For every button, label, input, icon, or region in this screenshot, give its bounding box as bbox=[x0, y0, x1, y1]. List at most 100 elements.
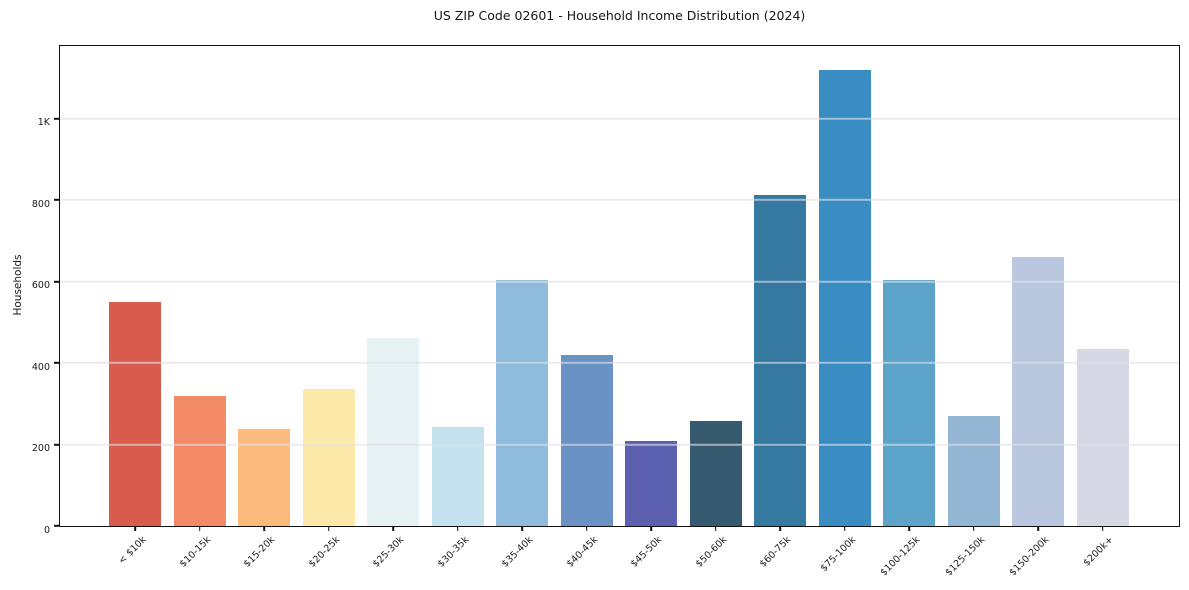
x-axis-cell: $25-30k bbox=[361, 526, 426, 588]
bar-< $10k bbox=[109, 301, 162, 526]
x-tick-mark bbox=[972, 526, 975, 531]
x-tick-label: $125-150k bbox=[942, 534, 987, 579]
bars-layer bbox=[103, 46, 1135, 526]
x-tick-label: $50-60k bbox=[693, 534, 729, 570]
bar-slot bbox=[426, 46, 491, 526]
x-tick-label: < $10k bbox=[116, 534, 149, 567]
x-tick-mark bbox=[908, 526, 911, 531]
x-tick-mark bbox=[263, 526, 266, 531]
x-tick-label: $15-20k bbox=[241, 534, 278, 570]
x-tick-mark bbox=[1037, 526, 1040, 531]
bar-slot bbox=[684, 46, 749, 526]
x-tick-mark bbox=[1101, 526, 1104, 531]
bar-$30-35k bbox=[431, 427, 484, 526]
bar-$20-25k bbox=[302, 389, 355, 526]
bar-slot bbox=[1071, 46, 1136, 526]
bar-$60-75k bbox=[754, 195, 807, 526]
bar-$200k+ bbox=[1076, 349, 1129, 526]
y-tick-mark bbox=[54, 443, 59, 446]
bar-slot bbox=[619, 46, 684, 526]
x-axis-cell: $125-150k bbox=[942, 526, 1007, 588]
x-tick-mark bbox=[779, 526, 782, 531]
y-tick-label: 600 bbox=[31, 279, 50, 291]
x-tick-mark bbox=[392, 526, 395, 531]
x-axis-cell: $45-50k bbox=[619, 526, 684, 588]
x-axis-cell: < $10k bbox=[103, 526, 168, 588]
y-tick-label: 400 bbox=[31, 361, 50, 373]
x-axis-cell: $100-125k bbox=[877, 526, 942, 588]
x-tick-label: $20-25k bbox=[306, 534, 342, 570]
y-tick-mark bbox=[54, 362, 59, 364]
x-tick-label: $35-40k bbox=[499, 534, 536, 570]
x-tick-label: $30-35k bbox=[435, 534, 471, 570]
bar-slot bbox=[555, 46, 620, 526]
x-tick-label: $25-30k bbox=[370, 534, 407, 570]
bar-$25-30k bbox=[367, 337, 420, 526]
gridline-200 bbox=[60, 443, 1179, 446]
x-axis-cell: $200k+ bbox=[1071, 526, 1136, 588]
bar-$50-60k bbox=[689, 421, 742, 526]
x-tick-mark bbox=[134, 526, 137, 531]
y-tick-mark bbox=[54, 117, 59, 120]
x-tick-mark bbox=[585, 526, 588, 531]
x-axis-cell: $150-200k bbox=[1006, 526, 1071, 588]
x-tick-label: $45-50k bbox=[628, 534, 665, 570]
bar-$125-150k bbox=[947, 415, 1000, 526]
x-tick-label: $10-15k bbox=[177, 534, 213, 570]
x-tick-label: $200k+ bbox=[1081, 534, 1116, 569]
y-tick-label: 800 bbox=[31, 198, 50, 210]
x-tick-mark bbox=[650, 526, 653, 531]
bar-$35-40k bbox=[496, 279, 549, 526]
x-tick-mark bbox=[714, 526, 717, 531]
x-tick-mark bbox=[521, 526, 524, 531]
plot-inner bbox=[60, 46, 1179, 526]
y-axis-label: Households bbox=[12, 254, 24, 316]
x-tick-mark bbox=[843, 526, 846, 531]
x-axis-cell: $50-60k bbox=[684, 526, 749, 588]
bar-slot bbox=[748, 46, 813, 526]
bar-$10-15k bbox=[173, 395, 226, 526]
bar-slot bbox=[942, 46, 1007, 526]
x-tick-label: $75-100k bbox=[818, 534, 858, 575]
x-tick-mark bbox=[327, 526, 330, 531]
y-tick-label: 200 bbox=[31, 442, 50, 454]
y-tick-mark bbox=[54, 199, 59, 201]
gridline-600 bbox=[60, 280, 1179, 283]
bar-slot bbox=[877, 46, 942, 526]
x-tick-mark bbox=[198, 526, 201, 531]
bar-slot bbox=[1006, 46, 1071, 526]
x-axis-cell: $15-20k bbox=[232, 526, 297, 588]
chart-title: US ZIP Code 02601 - Household Income Dis… bbox=[433, 8, 806, 23]
x-tick-label: $40-45k bbox=[564, 534, 600, 570]
bar-slot bbox=[361, 46, 426, 526]
plot-area: 0 200 400 600 800 1K < $10k $10-15k $15-20k $20-… bbox=[32, 45, 1180, 578]
x-axis-cell: $30-35k bbox=[426, 526, 491, 588]
x-tick-label: $60-75k bbox=[757, 534, 794, 570]
gridline-800 bbox=[60, 199, 1179, 201]
x-axis-cell: $20-25k bbox=[297, 526, 362, 588]
x-tick-label: $150-200k bbox=[1007, 534, 1052, 579]
bar-slot bbox=[813, 46, 878, 526]
y-tick-label: 1K bbox=[37, 116, 50, 128]
x-axis-cell: $60-75k bbox=[748, 526, 813, 588]
bar-slot bbox=[103, 46, 168, 526]
bar-$100-125k bbox=[883, 279, 936, 526]
bar-$150-200k bbox=[1012, 256, 1065, 526]
y-tick-mark bbox=[54, 525, 59, 527]
x-axis-cell: $75-100k bbox=[813, 526, 878, 588]
x-tick-label: $100-125k bbox=[878, 534, 923, 579]
bar-slot bbox=[168, 46, 233, 526]
x-axis-cell: $10-15k bbox=[168, 526, 233, 588]
bar-slot bbox=[490, 46, 555, 526]
bar-$40-45k bbox=[560, 355, 613, 526]
y-tick-label: 0 bbox=[43, 524, 50, 536]
x-axis-cell: $35-40k bbox=[490, 526, 555, 588]
bar-$75-100k bbox=[818, 69, 871, 526]
y-tick-mark bbox=[54, 280, 59, 283]
x-axis-ticks: < $10k $10-15k $15-20k $20-25k $25-30k $30-35… bbox=[103, 526, 1135, 588]
x-axis-cell: $40-45k bbox=[555, 526, 620, 588]
bar-$45-50k bbox=[625, 440, 678, 526]
gridline-400 bbox=[60, 362, 1179, 364]
x-tick-mark bbox=[456, 526, 459, 531]
